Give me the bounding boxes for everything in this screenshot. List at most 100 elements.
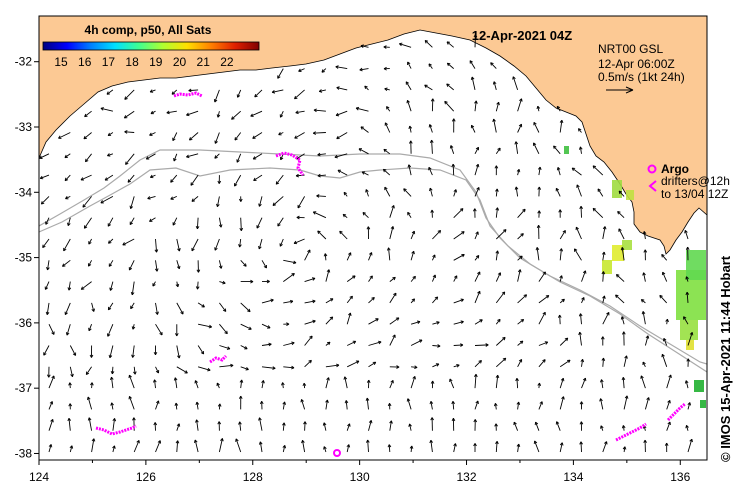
current-arrow	[127, 174, 135, 183]
current-arrow	[409, 445, 414, 453]
current-arrow	[410, 320, 421, 325]
current-arrow	[600, 425, 604, 431]
sst-patch	[686, 340, 694, 350]
current-arrow	[581, 270, 587, 282]
current-arrow	[553, 145, 561, 155]
current-arrow	[239, 379, 244, 389]
current-arrow	[186, 110, 199, 117]
current-arrow	[128, 395, 135, 410]
current-arrow	[325, 316, 334, 325]
current-arrow	[406, 398, 412, 410]
current-arrow	[170, 195, 177, 200]
argo-track	[173, 91, 203, 98]
current-arrow	[495, 374, 500, 389]
current-arrow	[430, 209, 434, 218]
current-arrow	[453, 275, 458, 282]
current-arrow	[495, 207, 500, 218]
current-arrow	[252, 132, 263, 139]
isobath-deep	[39, 167, 707, 373]
current-arrow	[195, 419, 199, 431]
current-arrow	[240, 366, 249, 371]
current-arrow	[40, 196, 50, 205]
argo-line1: drifters@12h	[661, 174, 730, 188]
current-arrow	[123, 110, 135, 119]
current-arrow	[579, 401, 584, 410]
current-arrow	[366, 226, 371, 240]
current-arrow	[538, 311, 546, 325]
current-arrow	[362, 212, 369, 219]
current-arrow	[318, 89, 327, 93]
current-arrow	[407, 164, 412, 176]
current-arrow	[218, 217, 223, 228]
current-arrow	[685, 276, 689, 282]
current-arrow	[473, 419, 478, 431]
current-arrow	[576, 184, 582, 197]
current-arrow	[240, 302, 251, 313]
current-arrow	[125, 153, 135, 165]
current-arrow	[535, 247, 540, 261]
current-arrow	[84, 153, 92, 163]
current-arrow	[170, 174, 178, 183]
current-arrow	[343, 376, 348, 389]
current-arrow	[109, 376, 114, 389]
current-arrow	[386, 247, 391, 261]
current-arrow	[240, 345, 248, 350]
sst-patch	[564, 146, 569, 154]
current-arrow	[536, 105, 541, 112]
current-arrow	[176, 260, 181, 270]
current-arrow	[579, 441, 583, 453]
current-arrow	[282, 445, 287, 453]
current-arrow	[517, 208, 526, 218]
current-arrow	[261, 323, 271, 329]
current-arrow	[389, 379, 394, 389]
current-arrow	[191, 238, 199, 252]
current-arrow	[147, 195, 156, 200]
current-arrow	[346, 275, 356, 282]
current-arrow	[317, 152, 326, 157]
current-arrow	[410, 250, 415, 261]
current-arrow	[107, 217, 114, 227]
current-arrow	[69, 345, 77, 356]
current-arrow	[517, 98, 523, 112]
current-arrow	[384, 87, 390, 92]
argo-title: Argo	[661, 162, 689, 176]
current-arrow	[451, 400, 455, 410]
current-arrow	[620, 247, 625, 261]
current-arrow	[69, 445, 74, 453]
current-arrow	[538, 341, 549, 346]
current-arrow	[389, 226, 395, 240]
current-arrow	[217, 403, 222, 410]
current-arrow	[387, 444, 392, 453]
current-arrow	[684, 230, 689, 240]
current-arrow	[556, 166, 561, 176]
current-arrow	[538, 295, 550, 304]
current-arrow	[368, 275, 373, 282]
argo-arrow-icon	[648, 180, 657, 192]
current-arrow	[383, 148, 391, 155]
current-arrow	[323, 253, 328, 261]
current-arrow	[432, 363, 440, 368]
current-arrow	[172, 217, 178, 226]
current-arrow	[107, 302, 114, 311]
current-arrow	[304, 319, 316, 325]
current-arrow	[48, 324, 55, 335]
current-arrow	[91, 438, 96, 453]
current-arrow	[661, 353, 668, 367]
current-arrow	[432, 296, 439, 304]
current-arrow	[432, 321, 440, 325]
current-arrow	[592, 207, 604, 219]
current-arrow	[325, 363, 340, 368]
current-arrow	[516, 168, 521, 176]
current-arrow	[365, 397, 370, 410]
current-arrow	[405, 81, 412, 91]
current-arrow	[238, 395, 243, 410]
current-arrow	[122, 238, 135, 246]
sst-patch	[626, 190, 634, 200]
current-arrow	[176, 302, 184, 315]
current-arrow	[368, 318, 379, 325]
current-arrow	[261, 298, 274, 304]
current-arrow	[687, 402, 692, 410]
current-arrow	[219, 345, 231, 350]
current-arrow	[618, 190, 625, 197]
current-arrow	[581, 377, 587, 389]
